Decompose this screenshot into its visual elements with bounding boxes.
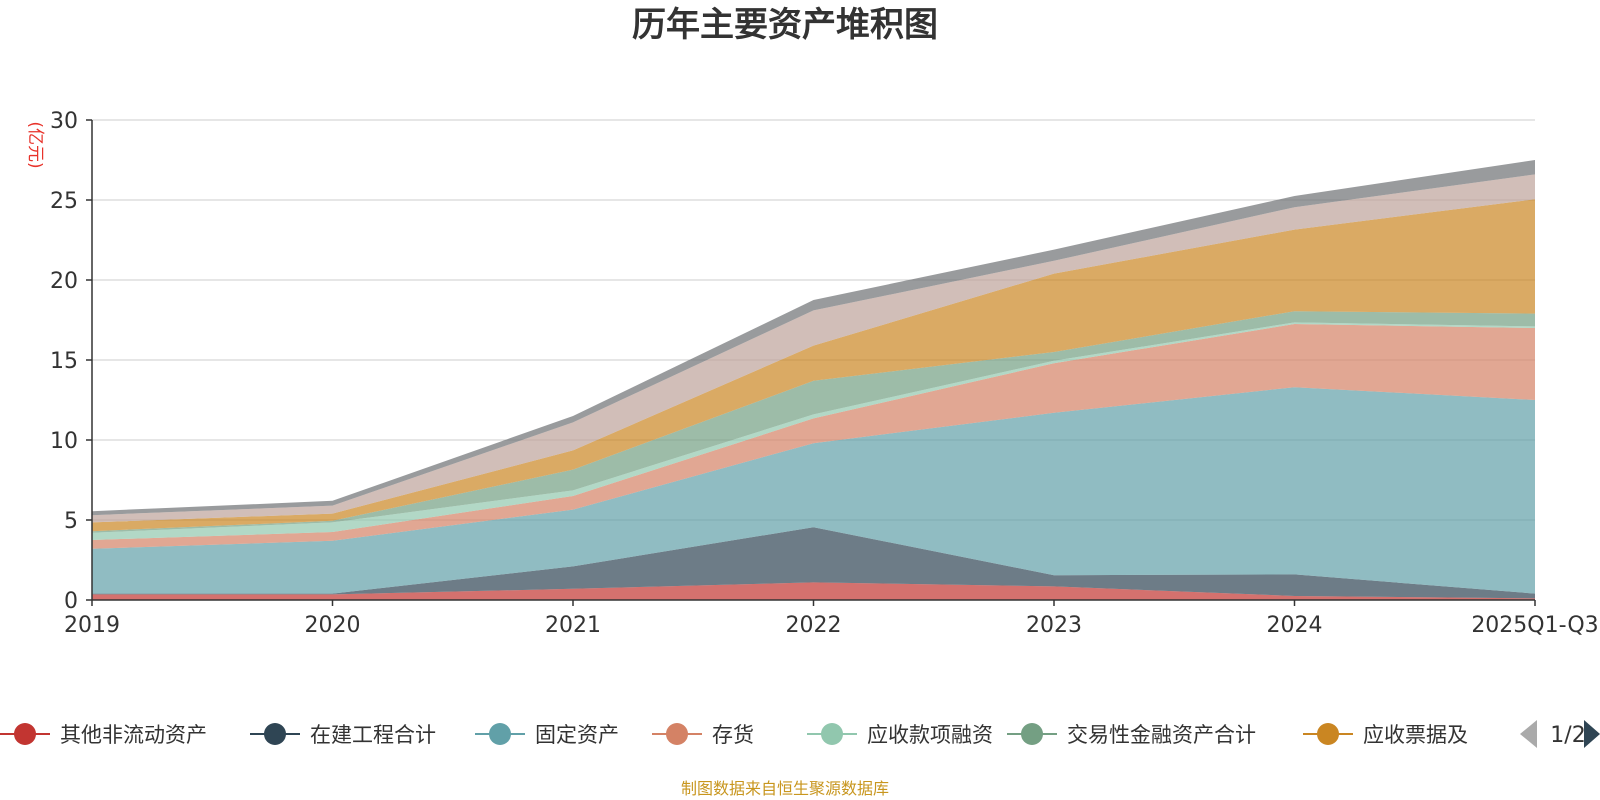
chart-title: 历年主要资产堆积图 (632, 5, 938, 45)
legend-marker (666, 723, 688, 745)
legend-marker (489, 723, 511, 745)
x-tick-label: 2020 (305, 613, 361, 638)
x-tick-label: 2019 (64, 613, 120, 638)
legend-label: 应收票据及 (1363, 723, 1468, 747)
legend-item[interactable]: 应收票据及 (1303, 723, 1468, 747)
area-series-3 (92, 387, 1535, 594)
source-note: 制图数据来自恒生聚源数据库 (681, 779, 889, 798)
legend-marker (821, 723, 843, 745)
y-tick-label: 30 (50, 109, 78, 134)
y-tick-label: 0 (64, 589, 78, 614)
legend-label: 存货 (712, 723, 754, 747)
legend-label: 交易性金融资产合计 (1067, 723, 1256, 747)
y-axis-unit: (亿元) (25, 121, 45, 168)
x-tick-label: 2024 (1267, 613, 1323, 638)
area-series-1 (92, 582, 1535, 600)
legend-marker (1317, 723, 1339, 745)
x-tick-label: 2023 (1026, 613, 1082, 638)
area-series-2 (92, 527, 1535, 599)
legend-item[interactable]: 固定资产 (475, 723, 619, 747)
axes: 0 5 10 15 20 25 30 2019 2020 2021 2022 2023 2024 2025… (50, 109, 1599, 638)
y-tick-label: 15 (50, 349, 78, 374)
area-series-7 (92, 199, 1535, 532)
legend-item[interactable]: 交易性金融资产合计 (1007, 723, 1256, 747)
legend-marker (14, 723, 36, 745)
x-tick-label: 2022 (786, 613, 842, 638)
legend-marker (264, 723, 286, 745)
y-tick-label: 25 (50, 189, 78, 214)
legend-page-indicator: 1/2 (1550, 723, 1585, 748)
legend-marker (1021, 723, 1043, 745)
y-tick-label: 10 (50, 429, 78, 454)
stacked-areas (92, 160, 1535, 600)
area-series-4 (92, 324, 1535, 549)
legend-label: 应收款项融资 (867, 723, 993, 747)
x-tick-label: 2025Q1-Q3 (1471, 613, 1598, 638)
legend-label: 在建工程合计 (310, 723, 436, 747)
legend-prev-page-icon[interactable] (1520, 720, 1537, 748)
x-tick-label: 2021 (545, 613, 601, 638)
legend-item[interactable]: 应收款项融资 (807, 723, 993, 747)
legend-next-page-icon[interactable] (1584, 720, 1600, 748)
legend: 其他非流动资产 在建工程合计 固定资产 存货 应收款项融资 交易性金融资产合计 应收票据及 1… (0, 720, 1600, 748)
legend-label: 其他非流动资产 (60, 723, 207, 747)
legend-item[interactable]: 其他非流动资产 (0, 723, 207, 747)
legend-label: 固定资产 (535, 723, 619, 747)
legend-item[interactable]: 存货 (652, 723, 754, 747)
area-series-8 (92, 174, 1535, 523)
y-tick-label: 20 (50, 269, 78, 294)
legend-item[interactable]: 在建工程合计 (250, 723, 436, 747)
y-tick-label: 5 (64, 509, 78, 534)
